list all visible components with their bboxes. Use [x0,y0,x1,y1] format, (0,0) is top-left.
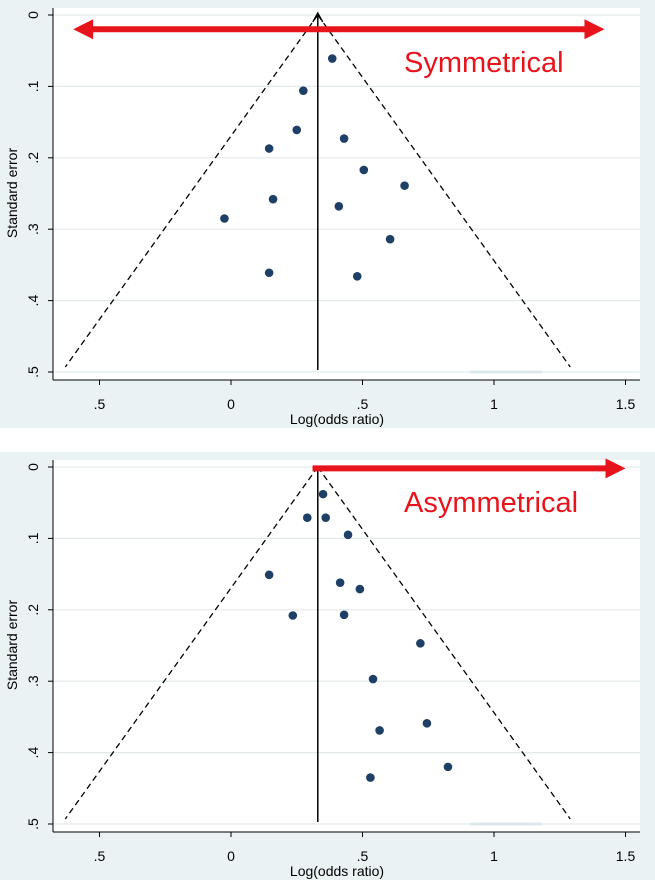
badge-label: Symmetrical [404,47,564,79]
data-point-5 [335,578,345,587]
x-tick-label-4: 1.5 [616,396,636,412]
red-arrow-head-left [73,19,94,40]
x-axis-title: Log(odds ratio) [290,863,384,879]
x-tick-label-0: .5 [94,848,106,864]
y-tick-label-5: .5 [25,366,41,378]
y-tick-label-4: .4 [25,295,41,307]
y-tick-label-3: .3 [25,675,41,687]
x-tick-label-3: 1 [490,848,498,864]
data-point-1 [302,513,312,522]
funnel-left-limit [64,14,319,368]
data-point-5 [359,165,369,175]
data-point-14 [366,773,375,782]
chart-svg-symmetrical: 0 .1 .2 .3 .4 .5 .5 0 .5 1 1.5 Log(odds ratio) Stand… [0,0,655,428]
x-axis-title: Log(odds ratio) [290,411,384,427]
data-point-6 [400,181,409,190]
y-tick-label-1: .1 [25,532,41,544]
x-tick-label-4: 1.5 [616,848,636,864]
y-tick-label-2: .2 [25,152,41,164]
y-tick-label-0: 0 [25,11,41,19]
gridline-highlight [470,822,542,826]
data-point-4 [264,144,274,153]
data-point-9 [220,214,229,223]
y-axis-title: Standard error [4,148,20,239]
y-tick-label-2: .2 [25,604,41,616]
chart-svg-asymmetrical: 0 .1 .2 .3 .4 .5 .5 0 .5 1 1.5 Log(odds ratio) Stand… [0,452,655,880]
y-tick-label-3: .3 [25,223,41,235]
data-point-8 [339,610,349,620]
apex-arrowhead [312,11,324,23]
data-point-13 [443,762,453,772]
y-tick-label-0: 0 [25,463,41,471]
red-arrow-head-right [584,19,605,40]
plot-area [53,460,640,832]
y-tick-label-4: .4 [25,747,41,759]
red-arrow-head-right [605,458,626,479]
badge-label: Asymmetrical [404,487,578,519]
data-point-3 [339,134,349,143]
data-point-12 [352,272,362,281]
data-point-11 [264,268,274,278]
plot-area [53,8,640,380]
x-tick-label-0: .5 [94,396,106,412]
y-axis-title: Standard error [4,600,20,691]
data-point-4 [264,570,274,580]
x-tick-label-2: .5 [357,848,369,864]
data-point-2 [292,125,302,135]
funnel-plot-asymmetrical: 0 .1 .2 .3 .4 .5 .5 0 .5 1 1.5 Log(odds ratio) Stand… [0,452,655,880]
x-tick-label-2: .5 [357,396,369,412]
data-point-6 [355,584,365,594]
data-point-11 [422,719,432,728]
data-point-2 [321,513,330,522]
data-point-12 [375,726,384,735]
x-tick-label-1: 0 [227,396,235,412]
data-point-7 [288,611,298,620]
data-point-10 [385,234,395,244]
y-tick-label-5: .5 [25,818,41,830]
data-point-10 [368,674,378,684]
data-point-0 [327,54,337,63]
funnel-right-limit [317,14,571,368]
data-point-7 [268,194,278,204]
gridline-highlight [470,370,542,374]
x-tick-label-3: 1 [490,396,498,412]
funnel-plot-symmetrical: 0 .1 .2 .3 .4 .5 .5 0 .5 1 1.5 Log(odds ratio) Stand… [0,0,655,428]
funnel-left-limit [64,466,319,820]
data-point-9 [416,639,425,648]
x-tick-label-1: 0 [227,848,235,864]
data-point-8 [334,202,344,211]
funnel-right-limit [317,466,571,820]
data-point-3 [343,530,353,540]
y-tick-label-1: .1 [25,80,41,92]
data-point-0 [318,489,328,499]
data-point-1 [299,86,308,95]
